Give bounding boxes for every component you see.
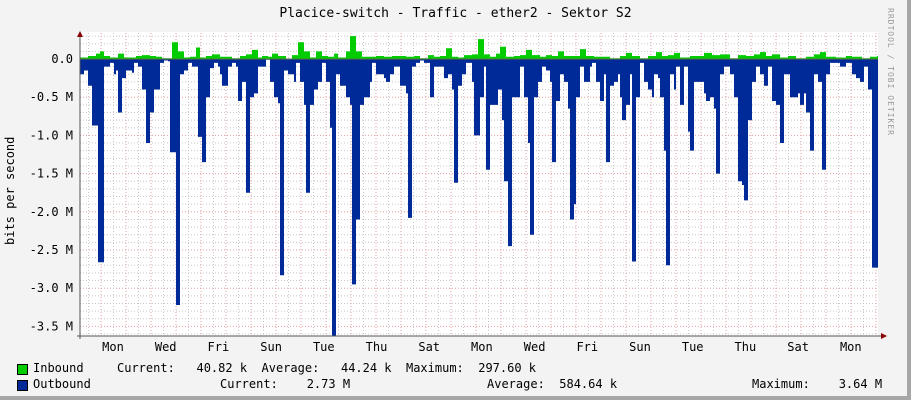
y-tick-label: -2.5 M xyxy=(30,243,73,257)
x-tick-label: Mon xyxy=(102,340,124,354)
x-tick-label: Mon xyxy=(471,340,493,354)
outbound-area xyxy=(80,59,878,336)
legend-outbound-current: Current: 2.73 M xyxy=(220,377,351,391)
chart-title: Placice-switch - Traffic - ether2 - Sekt… xyxy=(279,6,632,21)
x-tick-label: Sun xyxy=(260,340,282,354)
inbound-swatch xyxy=(17,364,28,375)
x-tick-label: Sat xyxy=(418,340,440,354)
y-tick-label: -2.0 M xyxy=(30,205,73,219)
x-tick-label: Wed xyxy=(524,340,546,354)
y-axis-arrow-icon xyxy=(77,31,83,37)
y-tick-label: -3.5 M xyxy=(30,319,73,333)
traffic-chart: 0.0 -0.5 M -1.0 M -1.5 M -2.0 M -2.5 M -3.0 M -… xyxy=(30,31,887,354)
x-tick-label: Sun xyxy=(629,340,651,354)
x-tick-label: Mon xyxy=(840,340,862,354)
y-axis-ticks: 0.0 -0.5 M -1.0 M -1.5 M -2.0 M -2.5 M -3.0 M -… xyxy=(30,52,73,333)
legend-outbound-average: Average: 584.64 k xyxy=(487,377,618,391)
legend-inbound-stats: Current: 40.82 k Average: 44.24 k Maximu… xyxy=(117,361,537,375)
x-tick-label: Sat xyxy=(787,340,809,354)
x-tick-label: Tue xyxy=(682,340,704,354)
y-tick-label: -0.5 M xyxy=(30,90,73,104)
legend-inbound-label: Inbound xyxy=(33,361,84,375)
legend-outbound-label: Outbound xyxy=(33,377,91,391)
y-tick-label: 0.0 xyxy=(51,52,73,66)
y-tick-label: -1.5 M xyxy=(30,167,73,181)
inbound-area xyxy=(80,36,878,59)
x-tick-label: Wed xyxy=(155,340,177,354)
x-tick-label: Fri xyxy=(208,340,230,354)
legend-outbound-maximum: Maximum: 3.64 M xyxy=(752,377,883,391)
x-tick-label: Thu xyxy=(366,340,388,354)
x-tick-label: Fri xyxy=(576,340,598,354)
x-tick-label: Tue xyxy=(313,340,335,354)
x-tick-label: Thu xyxy=(735,340,757,354)
y-tick-label: -1.0 M xyxy=(30,128,73,142)
x-axis-arrow-icon xyxy=(881,333,887,339)
y-tick-label: -3.0 M xyxy=(30,281,73,295)
x-axis-ticks: Mon Wed Fri Sun Tue Thu Sat Mon Wed Fri Sun Tue Thu S… xyxy=(102,340,861,354)
outbound-swatch xyxy=(17,380,28,391)
